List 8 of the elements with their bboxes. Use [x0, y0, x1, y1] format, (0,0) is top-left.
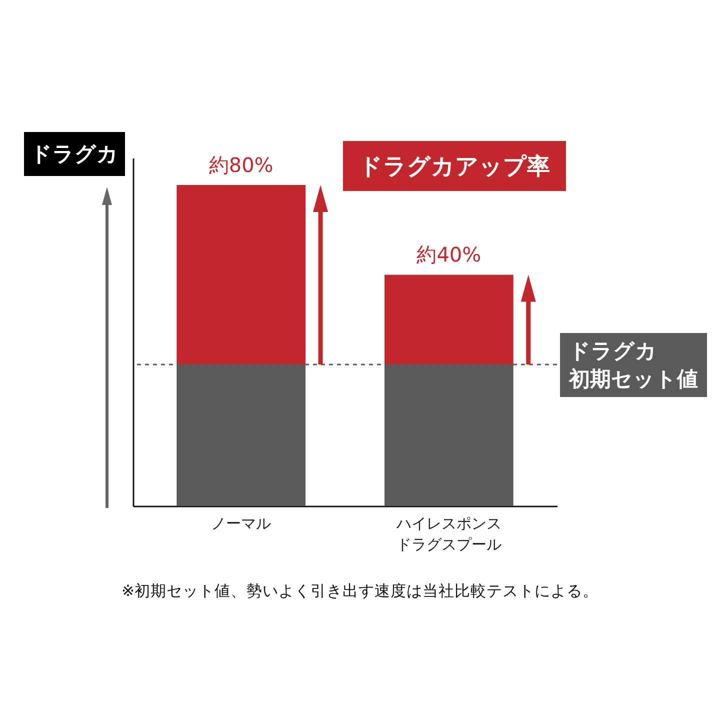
data-label: 約40% [416, 242, 482, 267]
ref-line-label: ドラグカ初期セット値 [560, 332, 707, 397]
data-label: 約80% [208, 152, 274, 177]
x-tick-label: ハイレスポンスドラグスプール [395, 514, 502, 554]
y-axis-title: ドラグカ [24, 132, 125, 176]
text: ※初期セット値、勢いよく引き出す速度は当社比較テストによる。 [122, 581, 598, 602]
x-tick-label: ノーマル [211, 514, 272, 532]
text: ドラグカアップ率 [343, 141, 566, 191]
